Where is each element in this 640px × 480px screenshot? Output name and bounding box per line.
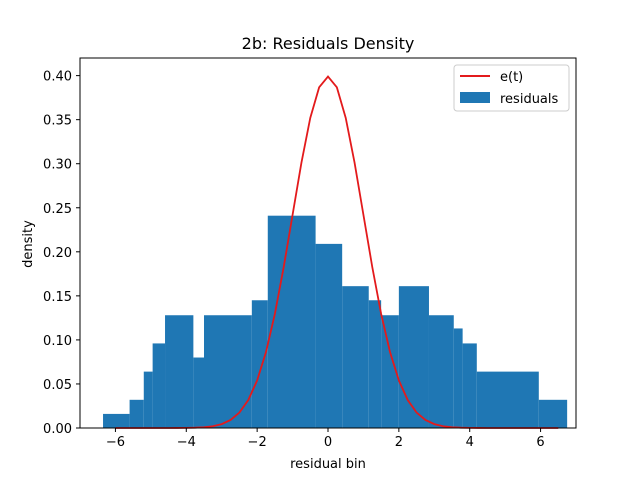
chart-title: 2b: Residuals Density — [242, 34, 415, 53]
legend: e(t) residuals — [453, 64, 570, 112]
histogram-bar — [143, 371, 153, 428]
x-tick-label: −2 — [248, 435, 267, 450]
histogram-bar — [381, 315, 399, 428]
histogram-bar — [462, 343, 477, 428]
y-tick-label: 0.00 — [43, 422, 72, 437]
x-axis: −6 −4 −2 0 2 4 6 — [106, 428, 545, 450]
y-axis-label: density — [21, 220, 36, 268]
histogram-bar — [204, 315, 252, 428]
histogram-bar — [342, 286, 369, 428]
histogram-bar — [251, 300, 268, 428]
legend-label-bars: residuals — [500, 92, 559, 107]
y-tick-label: 0.35 — [43, 114, 72, 129]
x-tick-label: 6 — [536, 435, 544, 450]
x-tick-label: −6 — [106, 435, 125, 450]
y-tick-label: 0.10 — [43, 334, 72, 349]
x-tick-label: 4 — [466, 435, 474, 450]
histogram-bar — [129, 399, 144, 428]
y-tick-label: 0.15 — [43, 290, 72, 305]
histogram-bar — [476, 371, 539, 428]
histogram-bar — [165, 315, 194, 428]
x-tick-label: 2 — [395, 435, 403, 450]
plot-area — [79, 57, 577, 429]
y-tick-label: 0.30 — [43, 158, 72, 173]
y-tick-label: 0.20 — [43, 246, 72, 261]
histogram-bar — [398, 286, 429, 428]
histogram-bar — [538, 399, 568, 428]
histogram-bars — [103, 215, 568, 428]
y-tick-label: 0.25 — [43, 202, 72, 217]
histogram-bar — [103, 413, 130, 428]
histogram-bar — [368, 300, 382, 428]
legend-swatch-bars — [460, 92, 490, 103]
x-tick-label: 0 — [324, 435, 332, 450]
histogram-bar — [193, 357, 204, 428]
histogram-bar — [315, 243, 343, 428]
legend-label-curve: e(t) — [500, 70, 523, 85]
histogram-bar — [267, 215, 316, 428]
y-tick-label: 0.40 — [43, 70, 72, 85]
y-tick-label: 0.05 — [43, 378, 72, 393]
x-tick-label: −4 — [177, 435, 196, 450]
histogram-bar — [428, 315, 454, 428]
x-axis-label: residual bin — [290, 457, 366, 472]
y-axis: 0.00 0.05 0.10 0.15 0.20 0.25 0.30 0.35 0.40 — [43, 70, 80, 437]
histogram-bar — [453, 328, 463, 428]
histogram-bar — [152, 343, 166, 428]
